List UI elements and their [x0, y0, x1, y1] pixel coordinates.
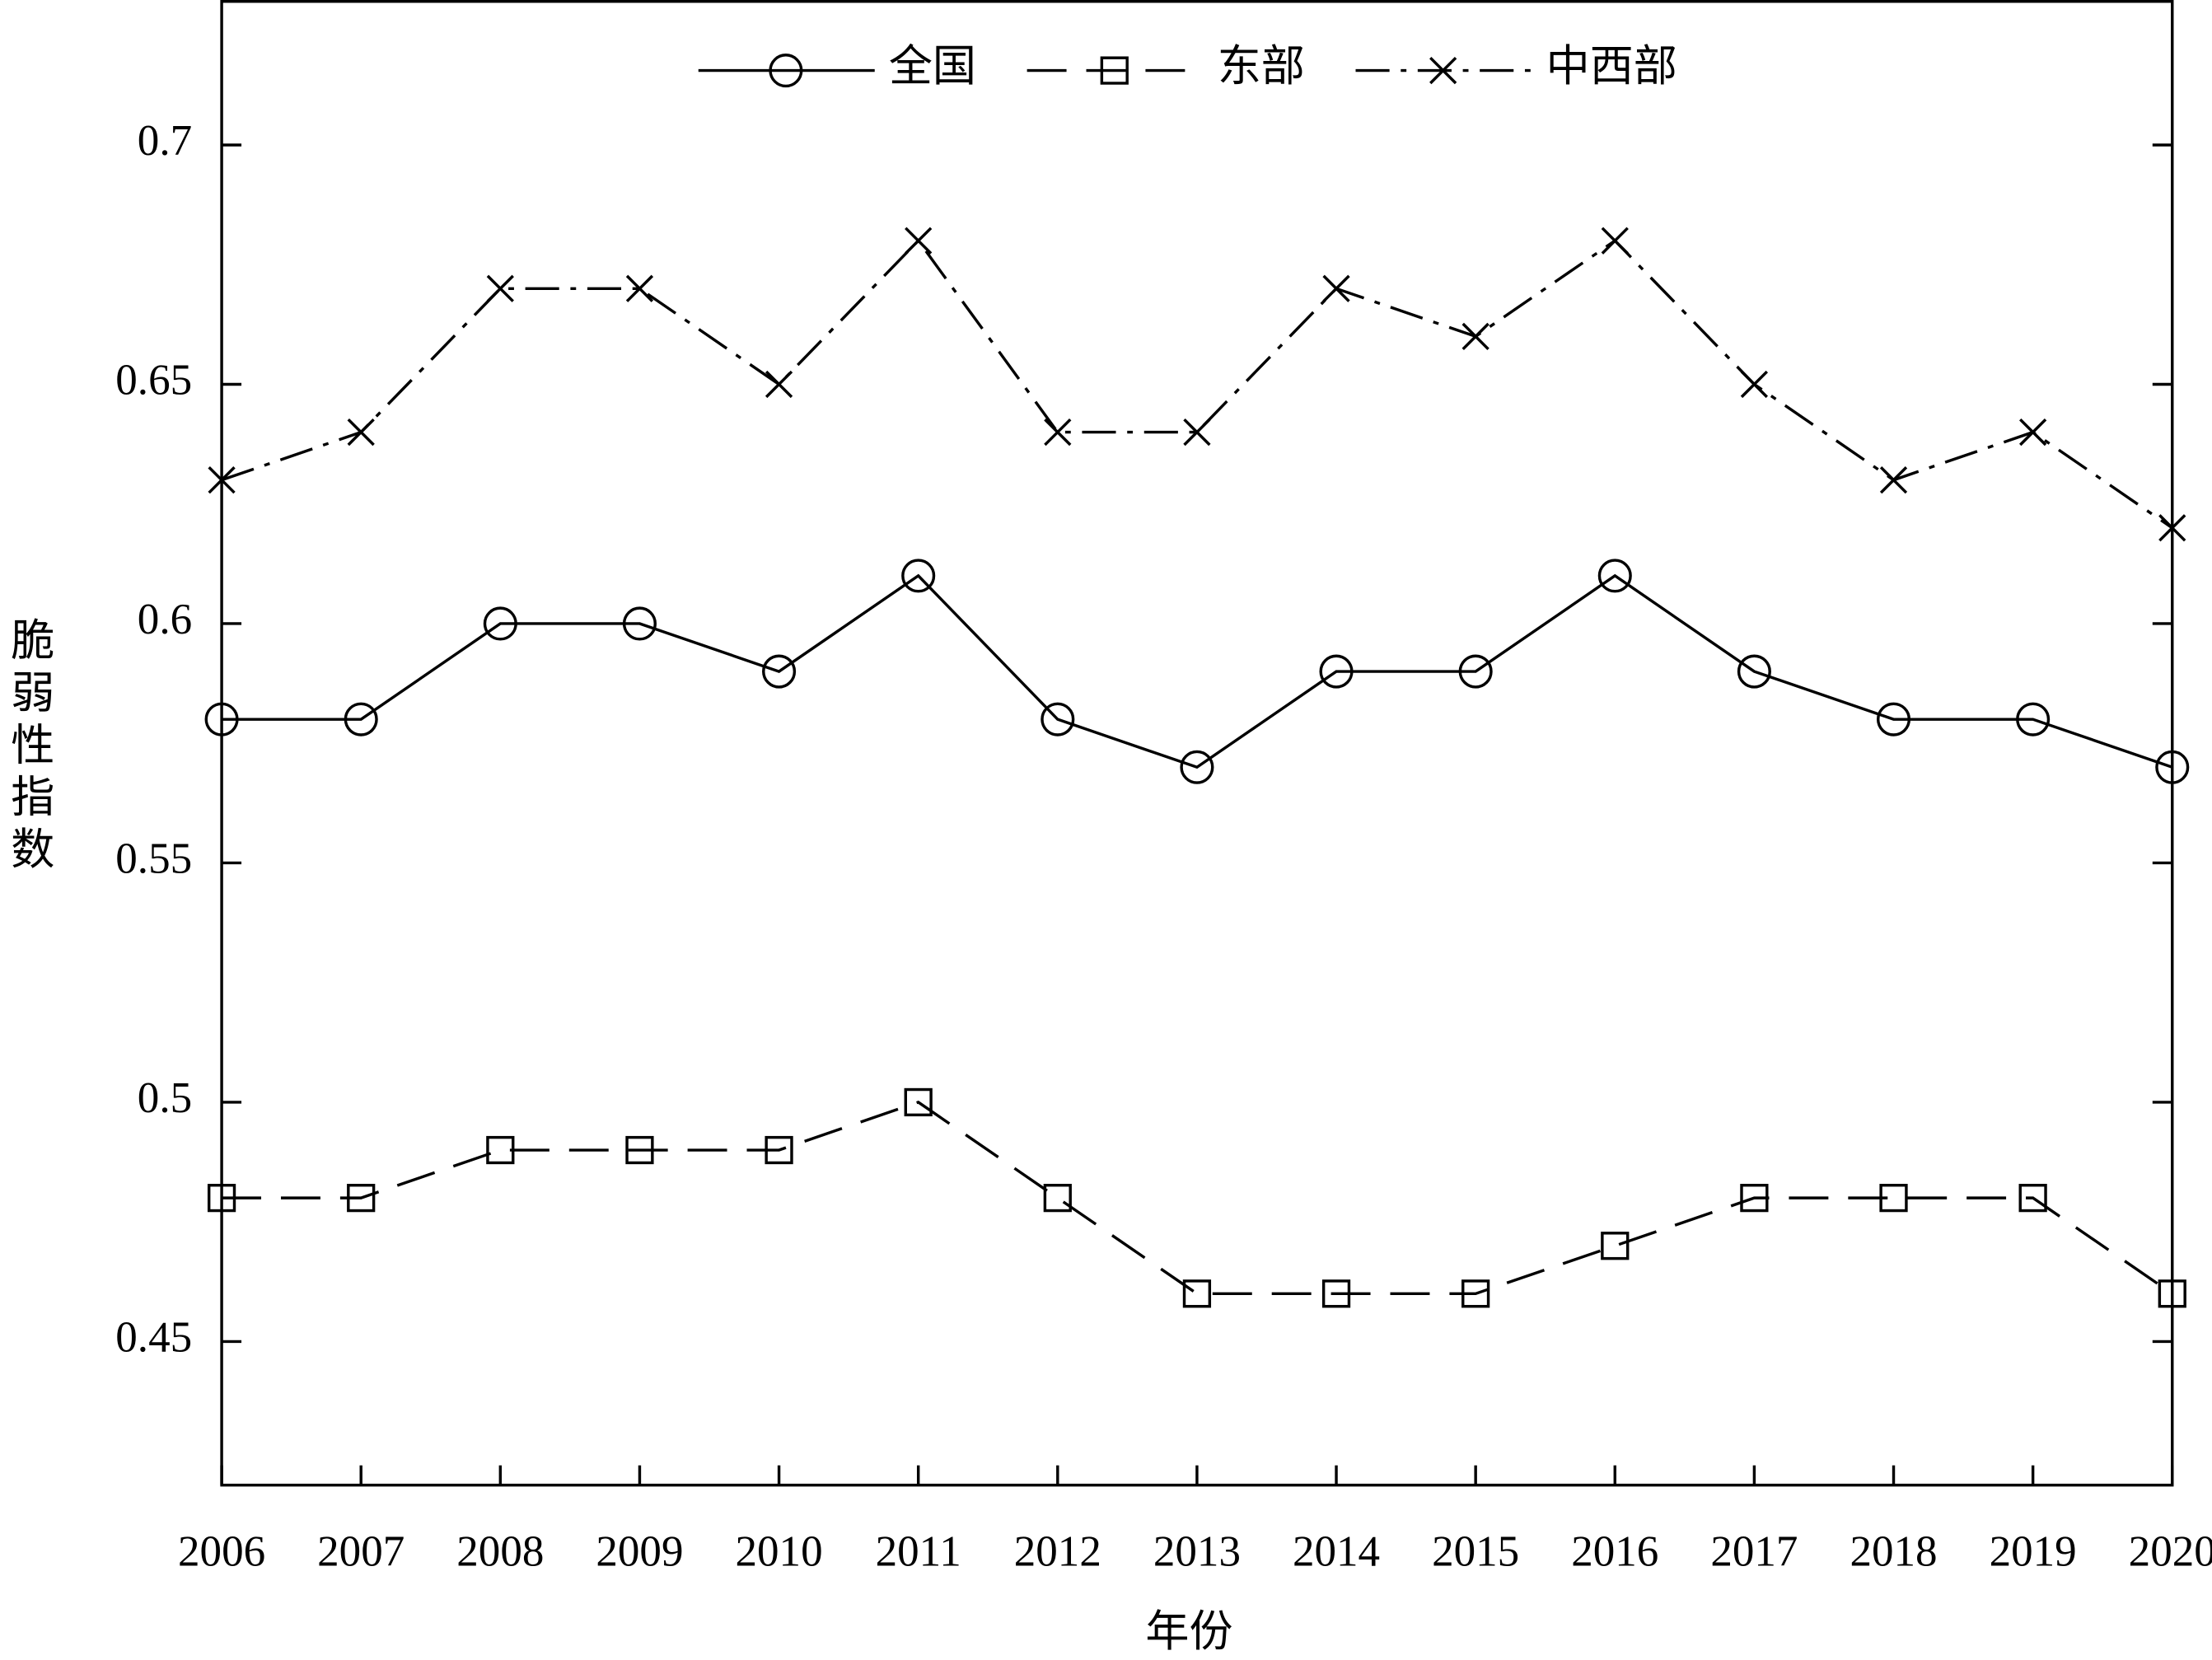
x-tick-label: 2012	[1014, 1527, 1101, 1575]
point	[344, 702, 378, 736]
x-tick-label: 2020	[2129, 1527, 2212, 1575]
point	[486, 274, 514, 302]
point	[1044, 418, 1072, 447]
point	[765, 370, 793, 399]
point	[486, 1135, 515, 1165]
point	[1740, 1184, 1769, 1213]
x-tick-label: 2018	[1850, 1527, 1937, 1575]
point	[1180, 750, 1214, 784]
point	[2158, 1279, 2186, 1308]
point	[1458, 654, 1493, 689]
y-tick-label: 0.55	[115, 835, 192, 883]
legend-label: 中西部	[1546, 43, 1677, 91]
point	[1879, 466, 1908, 494]
y-tick-label: 0.65	[115, 357, 192, 404]
x-tick-label: 2011	[876, 1527, 961, 1575]
x-tick-label: 2016	[1571, 1527, 1658, 1575]
y-tick-label: 0.5	[138, 1074, 192, 1122]
point	[1601, 1232, 1630, 1260]
point	[1322, 274, 1350, 302]
legend-marker	[1429, 56, 1457, 85]
point	[347, 418, 375, 447]
series-line	[221, 238, 2173, 530]
x-tick-label: 2008	[456, 1527, 544, 1575]
point	[2019, 418, 2047, 447]
y-tick-label: 0.45	[115, 1314, 192, 1362]
point	[483, 606, 517, 641]
point	[1876, 702, 1911, 736]
point	[1043, 1184, 1072, 1213]
legend-label: 全国	[889, 43, 976, 91]
point	[1597, 559, 1632, 593]
x-tick-label: 2006	[178, 1527, 265, 1575]
y-tick-label: 0.7	[138, 117, 192, 165]
point	[901, 559, 936, 593]
point	[207, 1184, 236, 1213]
point	[204, 702, 239, 736]
x-tick-label: 2014	[1293, 1527, 1380, 1575]
point	[1041, 702, 1075, 736]
point	[1461, 322, 1489, 351]
series-line	[222, 573, 2173, 769]
point	[625, 274, 654, 302]
point	[1183, 418, 1211, 447]
legend-marker	[769, 54, 803, 88]
y-tick-label: 0.6	[138, 596, 192, 643]
point	[1879, 1184, 1908, 1213]
point	[2155, 750, 2190, 784]
point	[1601, 227, 1629, 255]
y-axis-label: 脆弱性指数	[4, 617, 54, 878]
point	[2158, 514, 2186, 542]
x-tick-label: 2013	[1153, 1527, 1241, 1575]
point	[1737, 654, 1771, 689]
x-tick-label: 2009	[596, 1527, 683, 1575]
legend-marker	[1100, 56, 1129, 85]
point	[625, 1135, 654, 1165]
point	[1740, 370, 1769, 399]
legend-label: 东部	[1218, 43, 1305, 91]
point	[2016, 702, 2051, 736]
point	[1319, 654, 1354, 689]
x-axis-label: 年份	[1145, 1608, 1232, 1656]
point	[762, 654, 797, 689]
point	[765, 1135, 793, 1165]
plot-frame	[220, 0, 2174, 1487]
point	[2018, 1184, 2047, 1213]
x-tick-label: 2015	[1432, 1527, 1519, 1575]
series-line	[222, 1101, 2173, 1296]
point	[622, 606, 657, 641]
point	[1321, 1279, 1351, 1308]
x-tick-label: 2010	[736, 1527, 823, 1575]
x-tick-label: 2019	[1990, 1527, 2077, 1575]
point	[904, 1087, 933, 1117]
point	[905, 227, 933, 255]
point	[347, 1184, 376, 1213]
x-tick-label: 2017	[1710, 1527, 1798, 1575]
x-tick-label: 2007	[317, 1527, 405, 1575]
point	[1182, 1279, 1212, 1308]
point	[1461, 1279, 1490, 1308]
point	[208, 466, 236, 494]
